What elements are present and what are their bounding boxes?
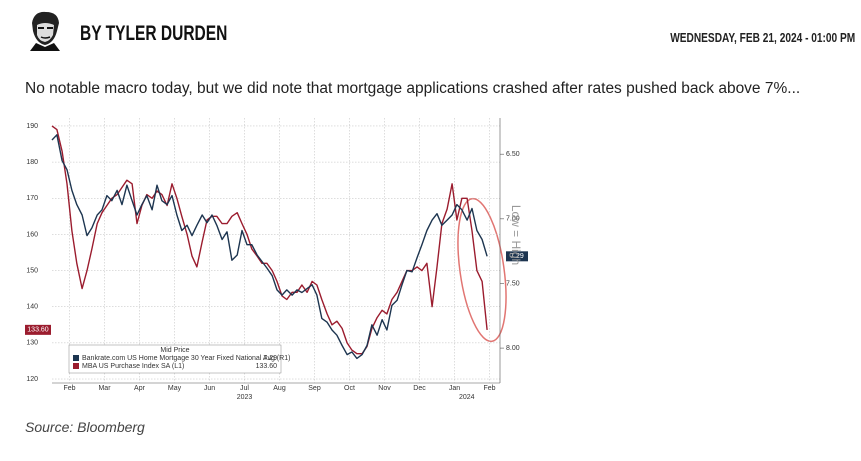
x-tick-label: Mar [98, 385, 111, 392]
x-tick-label: Jun [204, 385, 215, 392]
year-label: 2023 [237, 394, 253, 401]
legend-value: 133.60 [256, 363, 278, 370]
x-tick-label: Jul [240, 385, 249, 392]
legend-swatch [73, 355, 79, 361]
y2-tick-label: 8.00 [506, 345, 520, 352]
y-tick-label: 150 [26, 267, 38, 274]
series-line [51, 134, 488, 360]
legend-label: Bankrate.com US Home Mortgage 30 Year Fi… [82, 355, 290, 362]
y-tick-label: 170 [26, 195, 38, 202]
year-label: 2024 [459, 394, 475, 401]
author: BY TYLER DURDEN [80, 22, 228, 45]
x-tick-label: Aug [273, 385, 286, 392]
legend-box [68, 344, 282, 374]
x-tick-label: Jan [449, 385, 460, 392]
x-tick-label: May [168, 385, 182, 392]
x-tick-label: Nov [378, 385, 391, 392]
y-tick-label: 160 [26, 231, 38, 238]
last-value-box [506, 251, 528, 262]
source: Source: Bloomberg [25, 419, 145, 435]
legend-value: 7.29 [263, 355, 277, 362]
y-tick-label: 120 [26, 376, 38, 383]
x-tick-label: Sep [308, 385, 321, 392]
x-tick-label: Feb [483, 385, 495, 392]
x-tick-label: Apr [134, 385, 146, 392]
x-tick-label: Oct [344, 385, 355, 392]
legend-swatch [73, 363, 79, 369]
date: WEDNESDAY, FEB 21, 2024 - 01:00 PM [669, 30, 855, 45]
last-value-label: 7.29 [510, 253, 524, 260]
x-tick-label: Feb [63, 385, 75, 392]
y-tick-label: 130 [26, 340, 38, 347]
last-value-label: 133.60 [27, 327, 49, 334]
y-tick-label: 140 [26, 304, 38, 311]
y2-tick-label: 7.00 [506, 216, 520, 223]
series-line [51, 125, 488, 355]
y-tick-label: 180 [26, 159, 38, 166]
x-tick-label: Dec [413, 385, 426, 392]
avatar [24, 9, 66, 51]
chart: 120 130 140 150 160 170 180 190 6.50 7.00 7.50 8.00… [25, 110, 535, 410]
legend-title: Mid Price [160, 347, 189, 354]
annotation: Low = High [509, 205, 523, 265]
legend-label: MBA US Purchase Index SA (L1) [82, 363, 184, 370]
y2-tick-label: 6.50 [506, 151, 520, 158]
highlight-ellipse [457, 197, 507, 343]
last-value-box [25, 324, 51, 335]
body-text: No notable macro today, but we did note … [25, 80, 801, 97]
y-tick-label: 190 [26, 123, 38, 130]
y2-tick-label: 7.50 [506, 280, 520, 287]
